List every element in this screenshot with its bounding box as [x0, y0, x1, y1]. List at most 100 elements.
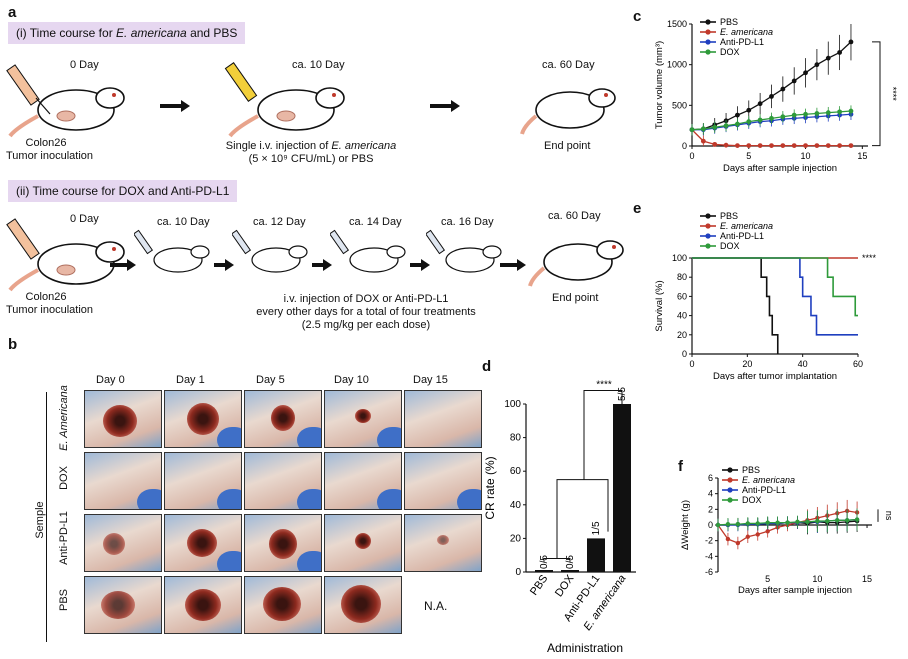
row2-day0: 0 Day: [70, 213, 99, 225]
data-point-dox: [785, 520, 790, 525]
significance-bracket: [583, 390, 623, 480]
row1-banner-prefix: (i) Time course for: [16, 26, 117, 40]
photo-pbs-day1: [164, 576, 242, 634]
chart-weight: -6 -4 -2 0 2 4 6 5 10 15 Days after sample injecti…: [680, 465, 894, 596]
data-point-dox: [723, 123, 729, 129]
row-label-pbs: PBS: [58, 589, 70, 612]
row2-banner: (ii) Time course for DOX and Anti-PD-L1: [8, 180, 238, 202]
data-point-e-americana: [700, 138, 706, 144]
y-tick-label: 20: [677, 330, 687, 340]
data-point-e-americana: [765, 529, 770, 534]
legend-marker-dox: [705, 243, 711, 249]
legend-marker-dox: [727, 497, 733, 503]
row2-day-1: ca. 10 Day: [157, 216, 210, 228]
y-tick-label: 1500: [667, 19, 687, 29]
small-mouse-icon: [232, 229, 308, 273]
y-tick-label: -2: [705, 536, 713, 546]
photo-e-americana-day5: [244, 390, 322, 448]
row1-step1-caption2: Tumor inoculation: [6, 150, 94, 162]
photo-anti-pd-l1-day10: [324, 514, 402, 572]
legend-marker-anti-pd-l1: [727, 487, 733, 493]
bar-e-americana: [613, 404, 631, 572]
photo-pbs-day10: [324, 576, 402, 634]
na-label: N.A.: [424, 599, 448, 613]
col-header-day1: Day 1: [176, 374, 205, 386]
data-point-dox: [848, 108, 854, 114]
y-tick-label: 2: [708, 504, 713, 514]
photo-anti-pd-l1-day15: [404, 514, 482, 572]
col-header-day10: Day 10: [334, 374, 369, 386]
y-tick-label: 80: [677, 272, 687, 282]
row1-step2-day: ca. 10 Day: [292, 59, 345, 71]
data-point-e-americana: [791, 143, 797, 148]
data-point-e-americana: [803, 143, 808, 148]
legend-label-pbs: PBS: [720, 17, 738, 27]
data-point-pbs: [757, 101, 763, 107]
x-axis-title: Days after sample injection: [723, 163, 837, 174]
x-tick-label: 15: [862, 574, 872, 584]
data-point-pbs: [803, 70, 808, 76]
mouse-icon: [528, 240, 624, 287]
significance-label: ****: [888, 87, 898, 102]
data-point-e-americana: [755, 532, 760, 537]
data-point-e-americana: [814, 143, 820, 148]
x-tick-label: 5: [746, 151, 751, 161]
significance-label: ns: [884, 511, 894, 521]
row1-banner-suffix: and PBS: [186, 26, 238, 40]
photo-e-americana-day0: [84, 390, 162, 448]
data-point-dox: [854, 517, 860, 522]
data-point-e-americana: [735, 143, 740, 148]
row2-caption-mid3: (2.5 mg/kg per each dose): [301, 319, 431, 331]
data-point-e-americana: [825, 143, 831, 148]
y-axis-title: ΔWeight (g): [680, 500, 691, 550]
row1-banner: (i) Time course for E. americana and PBS: [8, 22, 246, 44]
row2-day-2: ca. 12 Day: [253, 216, 306, 228]
photo-anti-pd-l1-day5: [244, 514, 322, 572]
x-axis-title: Days after tumor implantation: [713, 371, 837, 380]
data-point-dox: [745, 521, 751, 526]
row1-step2-caption1-species: E. americana: [331, 140, 397, 152]
x-tick-label: 60: [853, 359, 863, 369]
y-tick-label: 80: [510, 433, 522, 444]
photo-dox-day15: [404, 452, 482, 510]
x-tick-label: DOX: [553, 572, 577, 599]
photo-anti-pd-l1-day0: [84, 514, 162, 572]
legend-label-dox: DOX: [742, 495, 762, 505]
data-point-e-americana: [757, 143, 763, 148]
panel-label-e: e: [633, 200, 642, 217]
data-point-dox: [815, 518, 820, 524]
survival-line-dox: [692, 257, 858, 317]
y-tick-label: 6: [708, 473, 713, 483]
legend-label-pbs: PBS: [742, 465, 760, 475]
significance-bracket: [872, 41, 881, 147]
data-point-e-americana: [780, 143, 786, 148]
small-mouse-icon: [330, 229, 406, 273]
group-label-semple: Semple: [34, 501, 46, 539]
x-tick-label: PBS: [528, 573, 550, 598]
row1-step3-caption: End point: [544, 140, 591, 152]
data-point-dox: [700, 126, 706, 132]
arrow-row2-2: [312, 259, 332, 271]
mouse-icon: [520, 88, 616, 135]
significance-label: ****: [862, 253, 877, 263]
data-point-e-americana: [712, 141, 718, 147]
y-axis-title: CR rate (%): [483, 456, 497, 519]
row1-step2-caption2: (5 × 10⁹ CFU/mL) or PBS: [248, 153, 374, 165]
row2-day-4: ca. 16 Day: [441, 216, 494, 228]
photo-anti-pd-l1-day1: [164, 514, 242, 572]
x-tick-label: 15: [857, 151, 867, 161]
y-tick-label: 0: [515, 567, 521, 578]
row1-step1-day: 0 Day: [70, 59, 99, 71]
row2-caption-mid2: every other days for a total of four tre…: [256, 306, 476, 318]
row1-step2-caption1: Single i.v. injection of E. americana: [196, 140, 426, 153]
data-point-e-americana: [723, 142, 729, 148]
photo-dox-day10: [324, 452, 402, 510]
row2-caption-left1: Colon26: [25, 291, 67, 303]
data-point-pbs: [769, 93, 774, 99]
data-point-dox: [803, 111, 808, 117]
legend-label-e-americana: E. americana: [742, 475, 795, 485]
y-tick-label: 500: [672, 100, 687, 110]
legend-marker-anti-pd-l1: [705, 39, 711, 45]
y-tick-label: 100: [504, 399, 521, 410]
